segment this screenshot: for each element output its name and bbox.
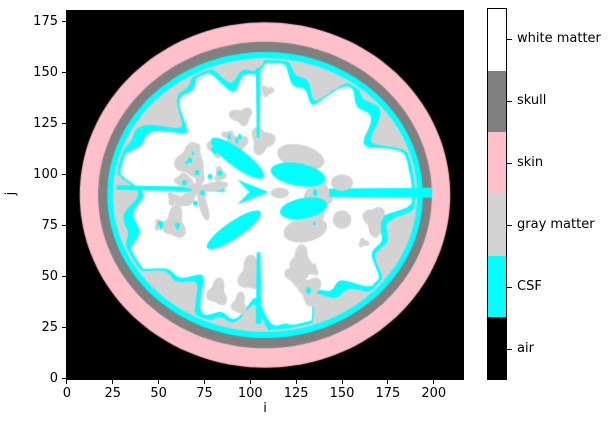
y-tick-label: 125 <box>33 115 58 131</box>
y-tick-mark <box>62 327 66 329</box>
y-tick-label: 175 <box>33 13 58 29</box>
colorbar-segment-gray-matter <box>488 194 506 256</box>
colorbar-segment-skull <box>488 70 506 133</box>
x-tick-label: 200 <box>421 386 447 401</box>
x-tick-mark <box>112 380 114 384</box>
y-tick-mark <box>62 20 66 22</box>
x-tick-label: 175 <box>375 386 401 401</box>
x-tick-mark <box>249 380 251 384</box>
y-tick-label: 100 <box>33 167 58 183</box>
y-tick-label: 50 <box>41 269 58 285</box>
colorbar-tick-mark <box>507 38 512 40</box>
x-tick-label: 125 <box>283 386 309 401</box>
x-tick-mark <box>203 380 205 384</box>
colorbar-segment-skin <box>488 132 506 195</box>
colorbar-tick-mark <box>507 286 512 288</box>
colorbar <box>487 8 507 380</box>
y-tick-mark <box>62 71 66 73</box>
x-tick-mark <box>433 380 435 384</box>
y-axis-label: j <box>3 191 19 196</box>
x-tick-label: 75 <box>196 386 213 401</box>
x-tick-mark <box>387 380 389 384</box>
colorbar-segment-white-matter <box>488 9 506 71</box>
y-tick-mark <box>62 225 66 227</box>
y-tick-mark <box>62 174 66 176</box>
colorbar-tick-mark <box>507 348 512 350</box>
colorbar-label: CSF <box>517 279 542 294</box>
x-tick-label: 150 <box>329 386 355 401</box>
colorbar-segment-CSF <box>488 255 506 318</box>
colorbar-label: skull <box>517 93 547 108</box>
x-tick-mark <box>295 380 297 384</box>
colorbar-label: skin <box>517 155 544 170</box>
y-tick-mark <box>62 122 66 124</box>
colorbar-tick-mark <box>507 224 512 226</box>
plot-area <box>66 10 464 380</box>
colorbar-segment-air <box>488 317 506 380</box>
x-tick-label: 100 <box>237 386 263 401</box>
x-tick-mark <box>158 380 160 384</box>
x-tick-label: 50 <box>150 386 167 401</box>
x-tick-label: 0 <box>62 386 72 401</box>
y-tick-label: 150 <box>33 64 58 80</box>
colorbar-label: air <box>517 341 534 356</box>
x-tick-label: 25 <box>104 386 122 401</box>
colorbar-tick-mark <box>507 100 512 102</box>
colorbar-label: gray matter <box>517 217 595 232</box>
x-tick-mark <box>66 380 68 384</box>
colorbar-tick-mark <box>507 162 512 164</box>
brain-segmentation-image <box>66 10 464 380</box>
y-tick-label: 0 <box>49 371 58 387</box>
y-tick-label: 25 <box>41 320 58 336</box>
y-tick-label: 75 <box>41 218 58 234</box>
x-tick-mark <box>341 380 343 384</box>
y-tick-mark <box>62 378 66 380</box>
colorbar-label: white matter <box>517 31 601 46</box>
y-tick-mark <box>62 276 66 278</box>
x-axis-label: i <box>263 401 267 416</box>
